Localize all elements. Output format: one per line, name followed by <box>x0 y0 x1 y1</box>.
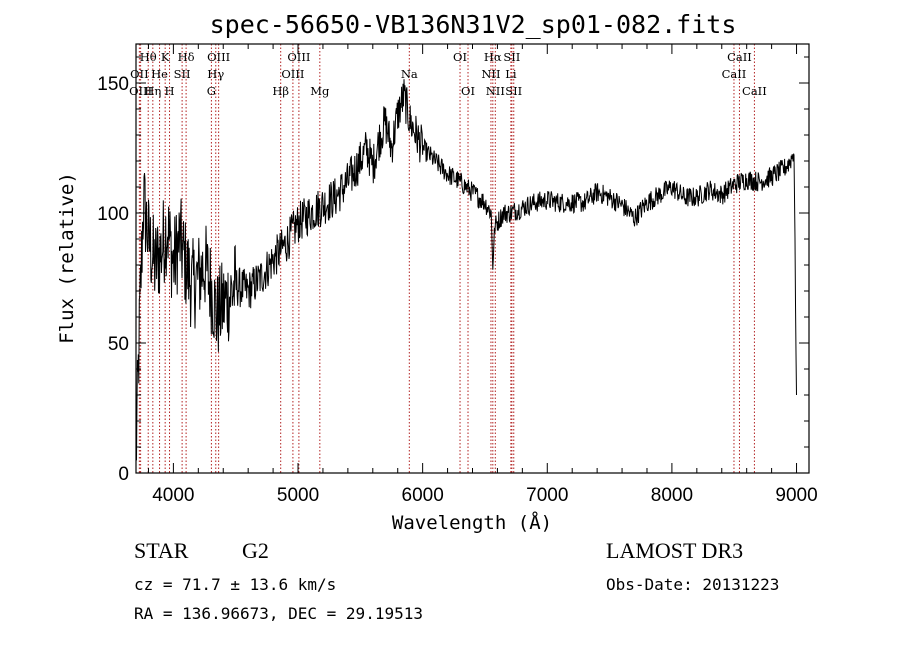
spectral-line-label: CaII <box>727 50 752 64</box>
spectral-line-label: OIII <box>281 67 304 81</box>
y-tick-label: 100 <box>97 204 129 225</box>
spectral-line-label: Hδ <box>178 50 195 64</box>
spectral-line-label: NII <box>481 67 500 81</box>
y-tick-label: 0 <box>118 464 129 485</box>
y-tick-label: 50 <box>108 334 129 355</box>
y-tick-label: 150 <box>97 74 129 95</box>
x-tick-label: 6000 <box>402 485 444 506</box>
x-tick-label: 5000 <box>277 485 319 506</box>
spectral-line-label: Na <box>401 67 418 81</box>
y-axis-label: Flux (relative) <box>56 172 78 344</box>
coordinates-text: RA = 136.96673, DEC = 29.19513 <box>134 604 423 623</box>
spectral-line-label: OI <box>453 50 467 64</box>
spectral-line-label: Mg <box>310 84 330 98</box>
chart-title: spec-56650-VB136N31V2_sp01-082.fits <box>210 10 737 39</box>
spectral-line-label: SII <box>505 84 522 98</box>
spectral-line-label: Hη <box>144 84 161 98</box>
x-tick-label: 7000 <box>526 485 568 506</box>
spectral-line-label: Li <box>505 67 517 81</box>
spectral-line-label: Hα <box>484 50 502 64</box>
spectral-line-label: CaII <box>742 84 767 98</box>
spectral-line-label: NII <box>486 84 505 98</box>
spectral-line-label: G <box>207 84 216 98</box>
spectral-line-label: SII <box>174 67 191 81</box>
spectral-line-label: OII <box>130 67 149 81</box>
spectral-line-label: He <box>151 67 168 81</box>
x-axis: 4000 5000 6000 7000 8000 9000 <box>147 44 818 506</box>
x-tick-label: 9000 <box>775 485 817 506</box>
obs-date-text: Obs-Date: 20131223 <box>606 575 779 594</box>
object-class: STAR <box>134 538 189 563</box>
spectral-line-label: SII <box>503 50 520 64</box>
spectral-line-label: Hθ <box>140 50 157 64</box>
redshift-text: cz = 71.7 ± 13.6 km/s <box>134 575 336 594</box>
survey-name: LAMOST DR3 <box>606 538 743 563</box>
spectral-line-label: OI <box>461 84 475 98</box>
spectral-line-label: Hγ <box>207 67 224 81</box>
x-tick-label: 4000 <box>152 485 194 506</box>
x-axis-label: Wavelength (Å) <box>392 511 552 534</box>
y-axis: 0 50 100 150 <box>97 56 809 485</box>
spectral-line-label: H <box>165 84 175 98</box>
spectral-line-label: OIII <box>129 84 152 98</box>
plot-frame <box>135 43 810 474</box>
spectral-line-label: K <box>161 50 170 64</box>
spectral-line-label: CaII <box>722 67 747 81</box>
x-tick-label: 8000 <box>651 485 693 506</box>
spectral-line-labels: Hθ OII OIII He Hη K SII H Hδ OIII Hγ G Hβ OIII OIII Mg N… <box>129 50 767 98</box>
spectral-line-label: OIII <box>207 50 230 64</box>
spectrum-series-line <box>135 79 797 461</box>
plot-area <box>135 44 797 473</box>
spectral-line-label: OIII <box>287 50 310 64</box>
spectral-line-label: Hβ <box>272 84 289 98</box>
object-subclass: G2 <box>242 538 269 563</box>
